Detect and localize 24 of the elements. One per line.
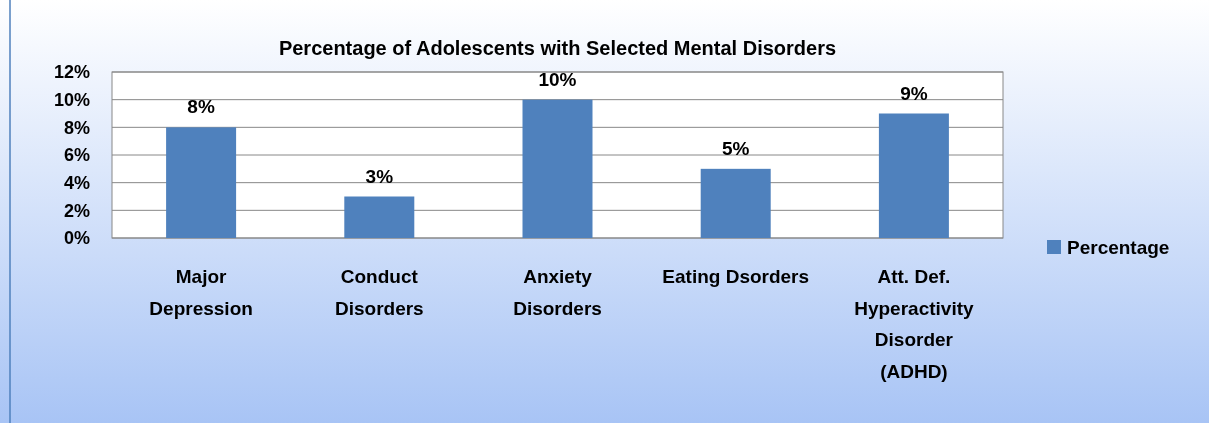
x-tick-label: Att. Def. Hyperactivity Disorder (ADHD) xyxy=(854,266,974,382)
data-label: 10% xyxy=(538,68,577,90)
y-tick-label: 12% xyxy=(53,62,90,83)
y-tick-label: 8% xyxy=(63,117,90,138)
bar xyxy=(166,127,237,238)
legend-label: Percentage xyxy=(1067,236,1170,258)
data-label: 8% xyxy=(187,96,215,118)
y-tick-label: 0% xyxy=(63,228,90,249)
y-tick-label: 4% xyxy=(63,172,90,193)
data-label: 9% xyxy=(900,82,928,104)
bar xyxy=(878,113,949,238)
y-tick-label: 6% xyxy=(63,145,90,166)
bar xyxy=(522,99,593,238)
y-tick-label: 10% xyxy=(53,89,90,110)
x-tick-label: Anxiety Disorders xyxy=(513,266,602,319)
data-label: 5% xyxy=(721,137,750,159)
x-tick-label: Major Depression xyxy=(149,266,253,319)
x-tick-label: Eating Dsorders xyxy=(662,266,810,288)
bar xyxy=(700,168,771,238)
bar xyxy=(344,196,415,238)
chart-title: Percentage of Adolescents with Selected Mental Disorders xyxy=(278,37,837,59)
x-tick-label: Conduct Disorders xyxy=(334,266,424,319)
y-tick-label: 2% xyxy=(63,200,90,221)
data-label: 3% xyxy=(365,165,394,187)
